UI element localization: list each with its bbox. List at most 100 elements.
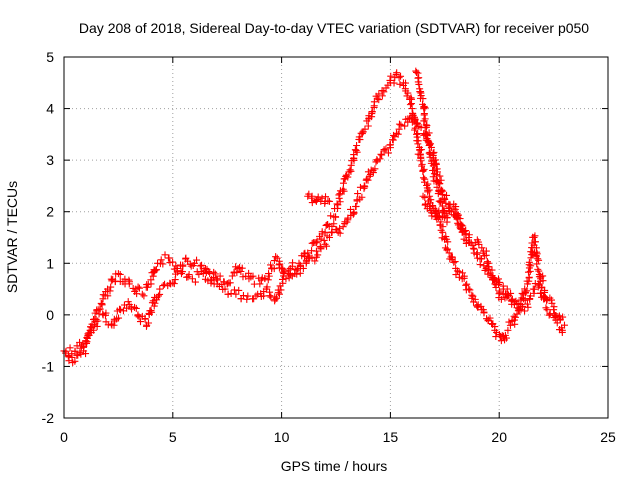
data-marker <box>153 296 161 304</box>
data-marker <box>524 303 532 311</box>
data-markers <box>60 67 568 367</box>
data-point <box>308 192 316 200</box>
data-marker <box>364 122 372 130</box>
data-point <box>517 306 525 314</box>
data-marker <box>96 305 104 313</box>
data-marker <box>380 88 388 96</box>
x-tick-label: 15 <box>383 429 399 445</box>
data-marker <box>135 313 143 321</box>
data-marker <box>339 179 347 187</box>
chart-title: Day 208 of 2018, Sidereal Day-to-day VTE… <box>79 20 589 36</box>
data-marker <box>159 260 167 268</box>
data-marker <box>133 290 141 298</box>
data-marker <box>424 180 432 188</box>
data-marker <box>520 295 528 303</box>
series-trace-e <box>412 67 451 226</box>
data-marker <box>152 266 160 274</box>
data-marker <box>261 274 269 282</box>
data-marker <box>515 300 523 308</box>
data-marker <box>525 273 533 281</box>
data-marker <box>132 304 140 312</box>
data-marker <box>235 286 243 294</box>
data-marker <box>521 307 529 315</box>
data-marker <box>127 303 135 311</box>
data-marker <box>436 172 444 180</box>
data-marker <box>267 261 275 269</box>
data-marker <box>157 256 165 264</box>
data-marker <box>511 313 519 321</box>
data-marker <box>531 238 539 246</box>
data-marker <box>411 124 419 132</box>
data-marker <box>384 149 392 157</box>
data-marker <box>265 272 273 280</box>
data-point <box>530 234 538 241</box>
y-tick-label: -1 <box>42 358 55 374</box>
data-point <box>478 244 486 252</box>
data-point <box>347 161 355 169</box>
data-marker <box>422 123 430 131</box>
data-marker <box>93 322 101 330</box>
data-marker <box>358 193 366 201</box>
data-point <box>445 249 453 257</box>
data-marker <box>417 157 425 165</box>
data-marker <box>443 245 451 253</box>
data-marker <box>233 269 241 277</box>
data-marker <box>421 201 429 209</box>
data-marker <box>370 98 378 106</box>
data-marker <box>387 72 395 80</box>
data-marker <box>238 264 246 272</box>
data-marker <box>392 129 400 137</box>
data-marker <box>376 155 384 163</box>
data-marker <box>555 312 563 320</box>
data-marker <box>410 126 418 134</box>
data-marker <box>330 220 338 228</box>
data-marker <box>535 256 543 264</box>
data-marker <box>390 79 398 87</box>
data-point <box>413 68 421 76</box>
data-marker <box>543 297 551 305</box>
data-marker <box>473 302 481 310</box>
data-marker <box>523 287 531 295</box>
data-marker <box>542 304 550 312</box>
data-marker <box>446 201 454 209</box>
data-marker <box>397 72 405 80</box>
data-marker <box>71 347 79 355</box>
data-marker <box>492 281 500 289</box>
data-marker <box>433 183 441 191</box>
data-marker <box>534 255 542 263</box>
data-marker <box>535 281 543 289</box>
data-marker <box>429 162 437 170</box>
data-marker <box>503 285 511 293</box>
y-tick-label: 4 <box>46 101 54 117</box>
data-marker <box>80 343 88 351</box>
data-marker <box>76 338 84 346</box>
data-marker <box>331 213 339 221</box>
data-marker <box>443 191 451 199</box>
data-marker <box>334 204 342 212</box>
data-marker <box>161 280 169 288</box>
data-marker <box>202 269 210 277</box>
data-marker <box>377 150 385 158</box>
data-point <box>256 280 264 288</box>
data-marker <box>266 288 274 296</box>
data-marker <box>151 267 159 275</box>
data-marker <box>526 292 534 300</box>
data-marker <box>473 250 481 258</box>
data-point <box>321 228 329 236</box>
data-marker <box>386 144 394 152</box>
data-point <box>188 275 196 283</box>
data-marker <box>444 238 452 246</box>
data-marker <box>336 198 344 206</box>
series-trace-c <box>419 192 518 309</box>
data-marker <box>513 310 521 318</box>
data-marker <box>317 235 325 243</box>
data-marker <box>237 267 245 275</box>
data-marker <box>275 290 283 298</box>
data-marker <box>161 251 169 259</box>
data-marker <box>143 283 151 291</box>
data-marker <box>98 301 106 309</box>
data-marker <box>371 165 379 173</box>
data-marker <box>82 350 90 358</box>
data-marker <box>361 125 369 133</box>
